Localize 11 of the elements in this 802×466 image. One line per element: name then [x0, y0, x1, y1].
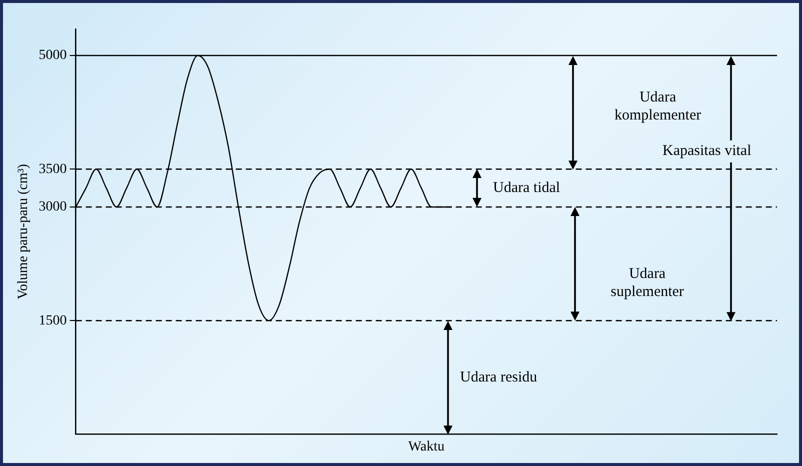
annotation: Udara komplementer — [614, 90, 702, 124]
y-tick-label: 3000 — [38, 200, 67, 215]
y-axis-title: Volume paru-paru (cm³) — [16, 164, 32, 300]
y-tick-label: 5000 — [38, 48, 67, 64]
x-axis-title: Waktu — [408, 439, 444, 454]
y-tick-label: 1500 — [38, 313, 67, 328]
y-tick-label: 3500 — [38, 162, 67, 177]
annotation: Udara residu — [460, 369, 538, 386]
annotation: Kapasitas vital — [662, 142, 752, 159]
annotation: Udara suplementer — [610, 266, 684, 300]
annotation: Udara tidal — [493, 180, 560, 196]
